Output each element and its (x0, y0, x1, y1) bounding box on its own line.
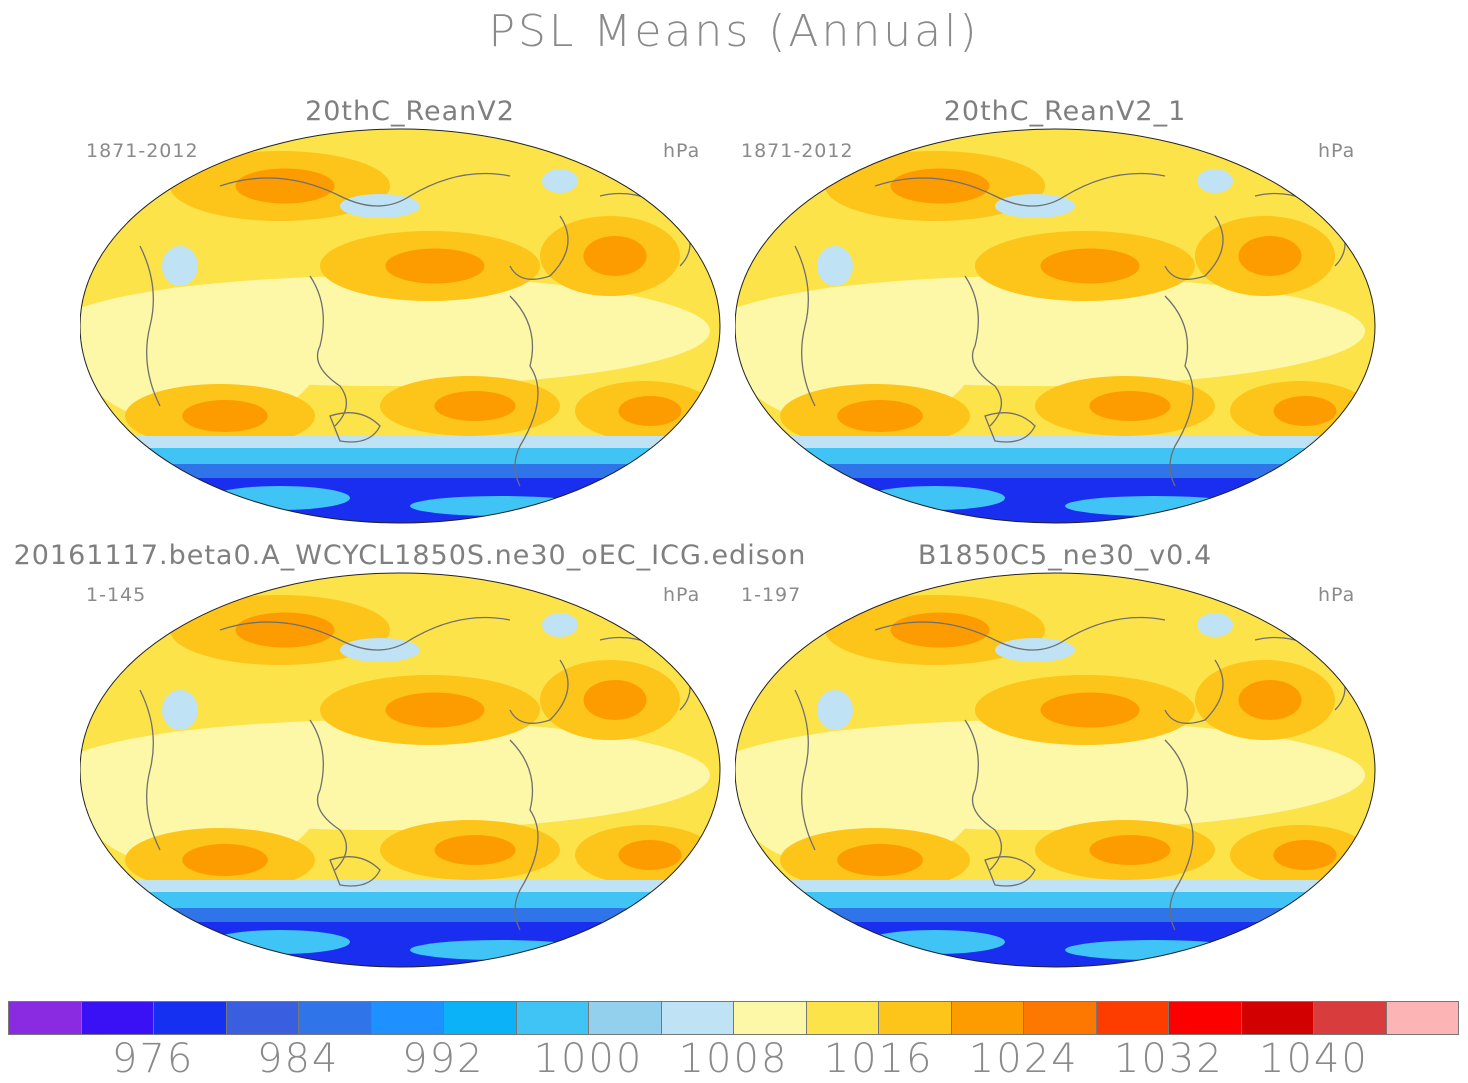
colorbar-box (589, 1002, 662, 1034)
map-panel: 20thC_ReanV2 1871-2012 hPa (80, 96, 740, 541)
panel-units: hPa (1318, 140, 1356, 162)
psl-map (735, 572, 1376, 968)
colorbar-box (734, 1002, 807, 1034)
colorbar-box (1314, 1002, 1387, 1034)
map-panel: B1850C5_ne30_v0.4 1-197 hPa (735, 540, 1395, 985)
colorbar-box (1169, 1002, 1242, 1034)
panel-title: 20thC_ReanV2 (305, 96, 515, 127)
colorbar-label: 976 (111, 1036, 195, 1082)
panel-units: hPa (663, 140, 701, 162)
colorbar-label: 992 (402, 1036, 485, 1082)
panel-years: 1-197 (741, 584, 802, 606)
colorbar-box (226, 1002, 299, 1034)
colorbar (8, 1001, 1459, 1035)
panel-title: 20161117.beta0.A_WCYCL1850S.ne30_oEC_ICG… (13, 540, 807, 571)
colorbar-label: 1024 (968, 1036, 1079, 1082)
colorbar-box (9, 1002, 82, 1034)
colorbar-box (1024, 1002, 1097, 1034)
colorbar-box (1386, 1002, 1458, 1034)
panel-title: B1850C5_ne30_v0.4 (917, 540, 1213, 571)
colorbar-box (371, 1002, 444, 1034)
colorbar-label: 1040 (1258, 1036, 1369, 1082)
colorbar-label: 1000 (533, 1036, 644, 1082)
colorbar-label: 1016 (823, 1036, 934, 1082)
panel-years: 1871-2012 (86, 140, 199, 162)
colorbar-box (1096, 1002, 1169, 1034)
map-panel: 20161117.beta0.A_WCYCL1850S.ne30_oEC_ICG… (14, 540, 805, 985)
colorbar-box (879, 1002, 952, 1034)
panel-units: hPa (1318, 584, 1356, 606)
colorbar-box (951, 1002, 1024, 1034)
colorbar-label: 984 (257, 1036, 340, 1082)
psl-map (80, 128, 721, 524)
panel-years: 1871-2012 (741, 140, 854, 162)
colorbar-box (444, 1002, 517, 1034)
colorbar-box (806, 1002, 879, 1034)
colorbar-box (516, 1002, 589, 1034)
colorbar-box (1241, 1002, 1314, 1034)
map-panel: 20thC_ReanV2_1 1871-2012 hPa (735, 96, 1395, 541)
colorbar-box (81, 1002, 154, 1034)
colorbar-box (299, 1002, 372, 1034)
colorbar-box (661, 1002, 734, 1034)
figure-title: PSL Means (Annual) (488, 6, 980, 57)
panel-title: 20thC_ReanV2_1 (943, 96, 1187, 127)
colorbar-labels: 976 984 992 1000 1008 1016 1024 1032 1040 (0, 1036, 1468, 1082)
colorbar-label: 1008 (678, 1036, 789, 1082)
psl-map (80, 572, 721, 968)
colorbar-label: 1032 (1113, 1036, 1224, 1082)
panel-units: hPa (663, 584, 701, 606)
panel-years: 1-145 (86, 584, 147, 606)
psl-map (735, 128, 1376, 524)
colorbar-box (154, 1002, 227, 1034)
